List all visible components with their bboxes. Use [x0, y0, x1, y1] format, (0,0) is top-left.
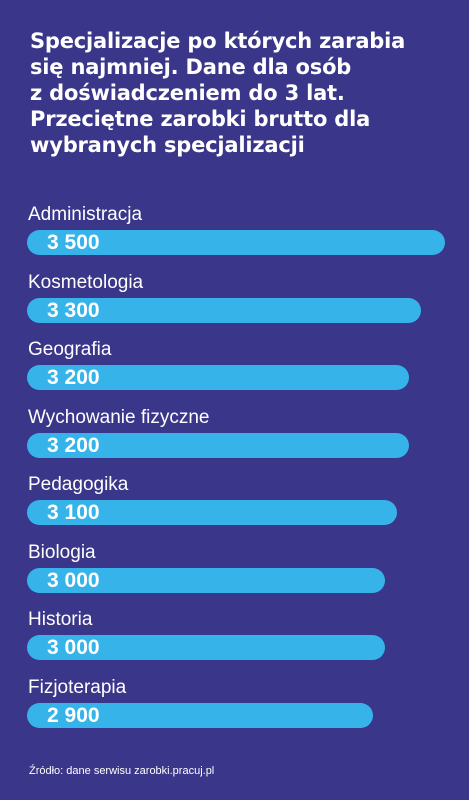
bar — [27, 433, 409, 458]
chart-title: Specjalizacje po których zarabia się naj… — [30, 28, 450, 158]
bar — [27, 568, 385, 593]
bar — [27, 635, 385, 660]
bar-value-label: 3 500 — [47, 231, 100, 254]
category-label: Administracja — [28, 204, 143, 225]
bar-value-label: 3 200 — [47, 434, 100, 457]
bar — [27, 703, 373, 728]
category-label: Pedagogika — [28, 474, 129, 495]
bar — [27, 230, 445, 255]
title-line: Przeciętne zarobki brutto dla — [30, 107, 371, 131]
title-line: wybranych specjalizacji — [30, 133, 305, 157]
title-line: z doświadczeniem do 3 lat. — [30, 81, 345, 105]
category-label: Biologia — [28, 542, 96, 563]
bar-value-label: 3 000 — [47, 569, 100, 592]
category-label: Fizjoterapia — [28, 677, 127, 698]
bar — [27, 298, 421, 323]
category-label: Wychowanie fizyczne — [28, 407, 210, 428]
title-line: Specjalizacje po których zarabia — [30, 29, 406, 53]
category-label: Kosmetologia — [28, 272, 144, 293]
bar-value-label: 3 000 — [47, 636, 100, 659]
bar — [27, 500, 397, 525]
source-note: Źródło: dane serwisu zarobki.pracuj.pl — [29, 765, 215, 777]
bar-value-label: 3 100 — [47, 501, 100, 524]
bar-value-label: 3 300 — [47, 299, 100, 322]
category-label: Historia — [28, 609, 93, 630]
title-line: się najmniej. Dane dla osób — [30, 55, 352, 79]
bar-value-label: 2 900 — [47, 704, 100, 727]
category-label: Geografia — [28, 339, 112, 360]
bar-value-label: 3 200 — [47, 366, 100, 389]
bar — [27, 365, 409, 390]
